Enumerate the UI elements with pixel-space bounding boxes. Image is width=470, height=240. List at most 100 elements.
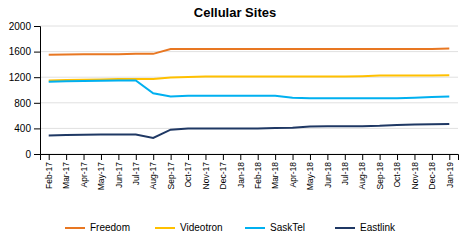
y-tick-mark <box>34 154 40 155</box>
x-tick-label: Nov-17 <box>201 162 211 190</box>
x-tick-mark <box>380 154 381 160</box>
x-tick: Dec-17 <box>218 154 228 189</box>
x-tick: Mar-18 <box>270 154 280 189</box>
y-tick: 800 <box>14 98 40 109</box>
y-axis: 0400800120016002000 <box>9 21 41 160</box>
legend-label: SaskTel <box>270 222 305 233</box>
x-axis: Feb-17 Mar-17 Apr-17 May-17 Jun-17 Jul-17 Aug-… <box>41 154 459 190</box>
x-tick: Nov-17 <box>201 154 211 189</box>
x-tick-label: May-17 <box>96 162 106 191</box>
plot: 0400800120016002000Feb-17Mar-17Apr-17May… <box>9 21 459 191</box>
x-tick-label: Jun-17 <box>114 162 124 188</box>
x-tick-mark <box>240 154 241 160</box>
x-tick: Feb-17 <box>44 154 54 189</box>
y-tick: 400 <box>14 123 40 134</box>
x-tick-label: Jul-17 <box>131 162 141 185</box>
x-tick-label: Oct-18 <box>392 162 402 188</box>
legend-swatch <box>155 227 175 229</box>
legend-swatch <box>335 227 355 229</box>
legend-label: Freedom <box>90 222 130 233</box>
legend-swatch <box>65 227 85 229</box>
x-tick-mark <box>118 154 119 160</box>
x-tick-mark <box>345 154 346 160</box>
x-axis-line <box>41 155 459 161</box>
legend-swatch <box>245 227 265 229</box>
x-tick: Jun-18 <box>323 154 333 188</box>
grid-line <box>40 51 458 52</box>
x-tick-label: Nov-18 <box>410 162 420 190</box>
x-tick-mark <box>397 154 398 160</box>
x-tick-label: Feb-18 <box>253 162 263 189</box>
x-tick-label: Aug-17 <box>148 162 158 190</box>
legend-item: Videotron <box>155 222 223 233</box>
x-tick-mark <box>136 154 137 160</box>
y-tick-mark <box>34 103 40 104</box>
y-tick-label: 400 <box>14 123 31 134</box>
x-tick-label: Aug-18 <box>357 162 367 190</box>
x-tick: Apr-18 <box>288 154 298 188</box>
x-tick-mark <box>153 154 154 160</box>
y-tick: 1600 <box>9 46 40 57</box>
y-tick-label: 800 <box>14 98 31 109</box>
y-tick: 1200 <box>9 72 40 83</box>
x-tick-label: Mar-18 <box>270 162 280 189</box>
x-tick-label: Jun-18 <box>323 162 333 188</box>
x-tick: May-17 <box>96 154 106 190</box>
x-tick-label: Jan-19 <box>445 162 455 188</box>
legend-label: Videotron <box>180 222 223 233</box>
x-tick-mark <box>275 154 276 160</box>
x-tick-label: Apr-17 <box>79 162 89 188</box>
x-tick: Dec-18 <box>427 154 437 189</box>
y-tick-label: 1600 <box>9 46 32 57</box>
x-tick-label: Dec-18 <box>427 162 437 190</box>
x-tick-label: Feb-17 <box>44 162 54 189</box>
x-tick: Jul-17 <box>131 154 141 185</box>
legend-item: SaskTel <box>245 222 305 233</box>
legend: Freedom Videotron SaskTel Eastlink <box>65 222 396 233</box>
x-tick-label: Dec-17 <box>218 162 228 190</box>
y-tick-label: 0 <box>25 149 31 160</box>
x-tick-mark <box>327 154 328 160</box>
x-tick-mark <box>414 154 415 160</box>
x-tick-mark <box>258 154 259 160</box>
x-tick-label: Sep-18 <box>375 162 385 190</box>
x-tick-mark <box>432 154 433 160</box>
x-tick: Jan-18 <box>236 154 246 188</box>
grid-line <box>40 26 458 27</box>
x-tick: Oct-18 <box>392 154 402 188</box>
x-tick: May-18 <box>305 154 315 190</box>
x-tick-label: Jul-18 <box>340 162 350 185</box>
x-tick-label: Sep-17 <box>166 162 176 190</box>
y-tick-mark <box>34 26 40 27</box>
x-tick: Sep-17 <box>166 154 176 189</box>
legend-item: Eastlink <box>335 222 396 233</box>
x-tick: Feb-18 <box>253 154 263 189</box>
x-tick: Mar-17 <box>61 154 71 189</box>
x-tick-mark <box>449 154 450 160</box>
y-tick: 0 <box>25 149 40 160</box>
x-tick-label: Apr-18 <box>288 162 298 188</box>
x-tick-mark <box>49 154 50 160</box>
x-tick-mark <box>293 154 294 160</box>
x-tick-label: Jan-18 <box>236 162 246 188</box>
grid-line <box>40 102 458 103</box>
legend-item: Freedom <box>65 222 130 233</box>
x-tick-mark <box>171 154 172 160</box>
x-tick: Oct-17 <box>183 154 193 188</box>
x-tick-label: Mar-17 <box>61 162 71 189</box>
x-tick-mark <box>223 154 224 160</box>
y-axis-line <box>34 27 41 155</box>
y-tick-mark <box>34 128 40 129</box>
legend-label: Eastlink <box>360 222 396 233</box>
y-tick-mark <box>34 52 40 53</box>
x-tick: Aug-17 <box>148 154 158 189</box>
series-line <box>49 124 450 138</box>
x-tick-mark <box>362 154 363 160</box>
x-tick: Apr-17 <box>79 154 89 188</box>
x-tick: Sep-18 <box>375 154 385 189</box>
y-tick-label: 1200 <box>9 72 32 83</box>
series-line <box>49 80 450 98</box>
x-tick-mark <box>84 154 85 160</box>
x-tick-label: Oct-17 <box>183 162 193 188</box>
title: Cellular Sites <box>194 5 276 20</box>
